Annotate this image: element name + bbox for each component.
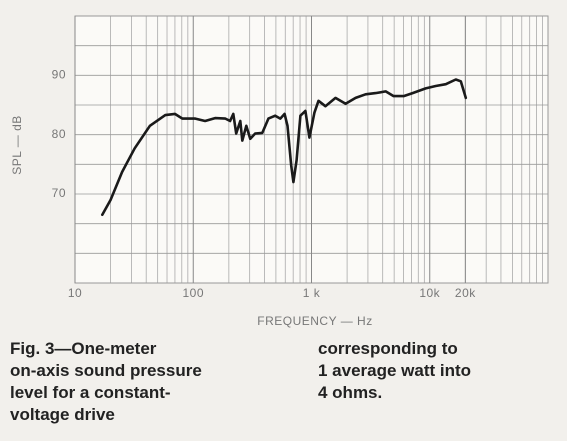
y-axis-title: SPL — dB	[10, 115, 24, 175]
response-curve	[101, 78, 468, 217]
x-tick-label: 1 k	[303, 286, 321, 300]
y-tick-label: 70	[52, 186, 66, 200]
x-tick-label: 10	[68, 286, 82, 300]
x-axis-title: FREQUENCY — Hz	[257, 314, 372, 328]
caption-line: Fig. 3—One-meter	[10, 339, 157, 358]
x-tick-label: 100	[182, 286, 204, 300]
caption-right: corresponding to 1 average watt into 4 ohm…	[318, 338, 471, 404]
caption-line: level for a constant-	[10, 383, 171, 402]
x-tick-label: 10k	[419, 286, 440, 300]
caption-line: voltage drive	[10, 405, 115, 424]
caption-line: on-axis sound pressure	[10, 361, 202, 380]
y-tick-label: 80	[52, 127, 66, 141]
caption-line: 1 average watt into	[318, 361, 472, 380]
y-tick-label: 90	[52, 68, 66, 82]
caption-line: 4 ohms.	[318, 383, 383, 402]
caption-left: Fig. 3—One-meter on-axis sound pressure le…	[10, 338, 202, 426]
caption-line: corresponding to	[318, 339, 458, 358]
chart: FREQUENCY — Hz SPL — dB 10 100 1 k 10k 20k 70…	[10, 15, 549, 328]
x-tick-label: 20k	[455, 286, 476, 300]
